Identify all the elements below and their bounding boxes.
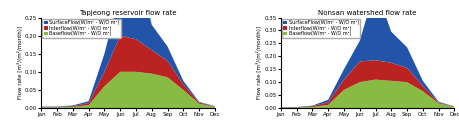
Legend: SurfaceFlow(W/m² - W/O m²), Interflow(W/m² - W/O m²), Baseflow(W/m² - W/O m²): SurfaceFlow(W/m² - W/O m²), Interflow(W/… <box>42 18 121 38</box>
Y-axis label: Flow rate [m³/(m²/month)]: Flow rate [m³/(m²/month)] <box>17 26 23 99</box>
Title: Nonsan watershed flow rate: Nonsan watershed flow rate <box>319 11 417 16</box>
Y-axis label: Flow rate [m³/(m²/month)]: Flow rate [m³/(m²/month)] <box>256 26 263 99</box>
Title: Tapjeong reservoir flow rate: Tapjeong reservoir flow rate <box>79 11 177 16</box>
Legend: SurfaceFlow(W/m² - W/O m²), Interflow(W/m² - W/O m²), Baseflow(W/m² - W/O m²): SurfaceFlow(W/m² - W/O m²), Interflow(W/… <box>282 18 360 38</box>
